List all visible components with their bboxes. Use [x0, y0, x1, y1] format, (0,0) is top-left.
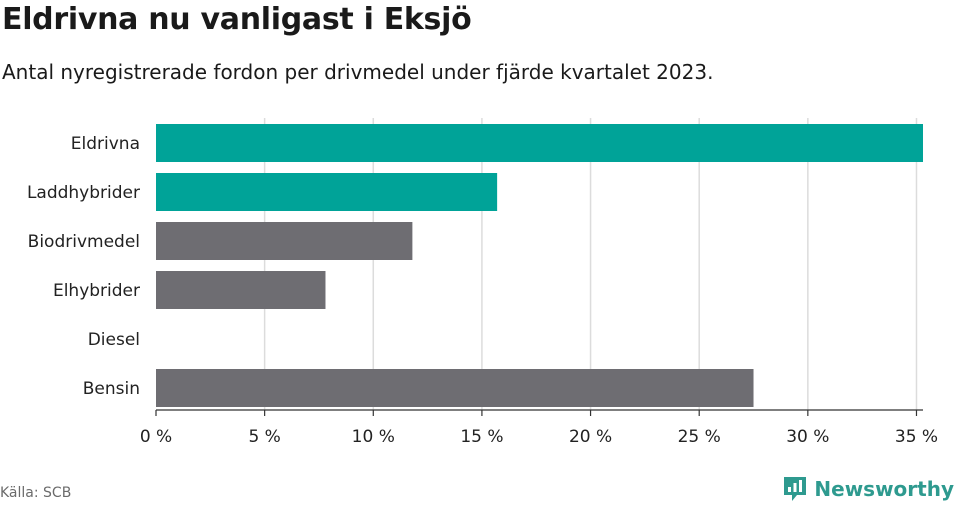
- x-tick-label: 0 %: [140, 427, 172, 447]
- source-note: Källa: SCB: [0, 485, 72, 501]
- bar-biodrivmedel[interactable]: [156, 222, 413, 260]
- category-label: Diesel: [88, 330, 140, 350]
- category-label: Laddhybrider: [27, 183, 140, 203]
- bar-eldrivna[interactable]: [156, 124, 923, 162]
- category-label: Eldrivna: [71, 134, 140, 154]
- category-label: Biodrivmedel: [28, 232, 140, 252]
- x-tick-label: 5 %: [248, 427, 280, 447]
- bar-laddhybrider[interactable]: [156, 173, 498, 211]
- brand-logo[interactable]: Newsworthy: [782, 475, 954, 503]
- brand-name: Newsworthy: [814, 477, 954, 501]
- x-tick-label: 20 %: [569, 427, 612, 447]
- x-tick-label: 15 %: [460, 427, 503, 447]
- category-label: Bensin: [83, 379, 140, 399]
- bar-elhybrider[interactable]: [156, 271, 326, 309]
- chart-title: Eldrivna nu vanligast i Eksjö: [2, 2, 472, 37]
- x-tick-label: 10 %: [352, 427, 395, 447]
- x-tick-label: 25 %: [678, 427, 721, 447]
- x-tick-label: 30 %: [786, 427, 829, 447]
- chart-subtitle: Antal nyregistrerade fordon per drivmede…: [2, 60, 714, 84]
- category-label: Elhybrider: [53, 281, 140, 301]
- newsworthy-logo-icon: [784, 477, 807, 501]
- bar-bensin[interactable]: [156, 369, 754, 407]
- x-tick-label: 35 %: [895, 427, 938, 447]
